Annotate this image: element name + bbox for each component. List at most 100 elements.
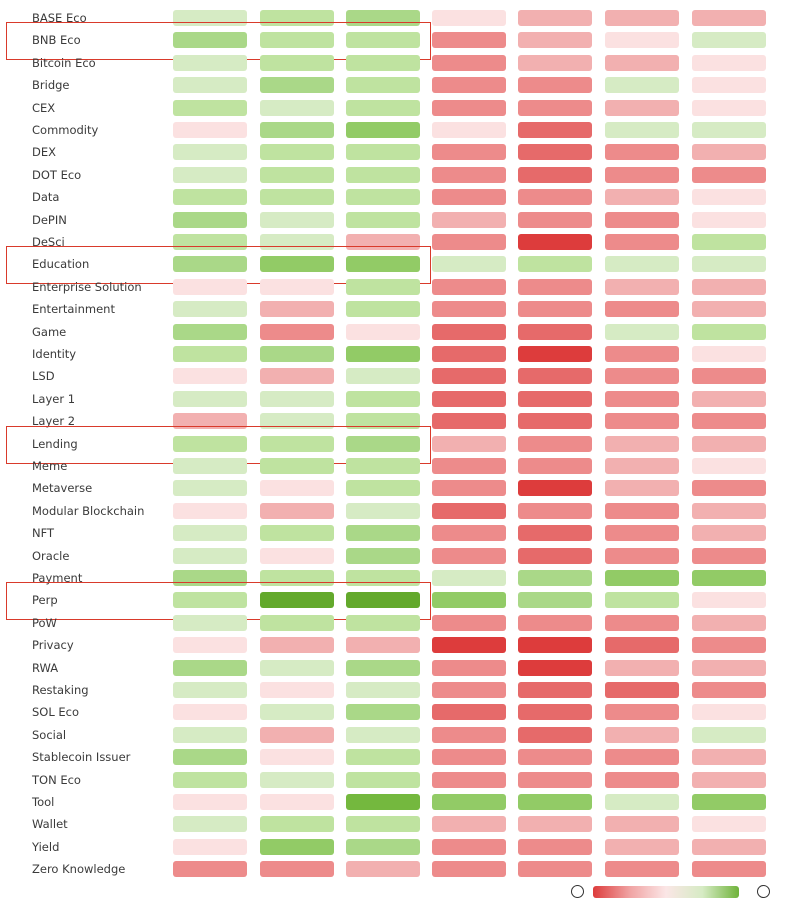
heatmap-cell[interactable]	[692, 704, 766, 721]
heatmap-cell[interactable]	[432, 659, 506, 676]
heatmap-cell[interactable]	[432, 346, 506, 362]
heatmap-cell[interactable]	[346, 435, 420, 452]
heatmap-cell[interactable]	[173, 861, 247, 878]
heatmap-cell[interactable]	[432, 592, 506, 609]
heatmap-cell[interactable]	[605, 278, 679, 295]
heatmap-cell[interactable]	[518, 346, 592, 362]
heatmap-cell[interactable]	[605, 704, 679, 721]
heatmap-cell[interactable]	[432, 323, 506, 340]
heatmap-cell[interactable]	[173, 435, 247, 452]
heatmap-cell[interactable]	[432, 637, 506, 654]
heatmap-cell[interactable]	[605, 32, 679, 49]
heatmap-cell[interactable]	[346, 77, 420, 94]
heatmap-cell[interactable]	[605, 54, 679, 71]
heatmap-cell[interactable]	[173, 726, 247, 743]
heatmap-cell[interactable]	[605, 480, 679, 497]
heatmap-cell[interactable]	[260, 346, 334, 362]
heatmap-cell[interactable]	[260, 592, 334, 609]
heatmap-cell[interactable]	[346, 637, 420, 654]
heatmap-cell[interactable]	[605, 234, 679, 250]
heatmap-cell[interactable]	[346, 122, 420, 138]
heatmap-cell[interactable]	[692, 99, 766, 116]
heatmap-cell[interactable]	[518, 726, 592, 743]
heatmap-cell[interactable]	[260, 816, 334, 833]
heatmap-cell[interactable]	[605, 547, 679, 564]
heatmap-cell[interactable]	[346, 99, 420, 116]
heatmap-cell[interactable]	[692, 390, 766, 407]
heatmap-cell[interactable]	[432, 189, 506, 206]
heatmap-cell[interactable]	[173, 166, 247, 183]
heatmap-cell[interactable]	[432, 10, 506, 26]
heatmap-cell[interactable]	[605, 659, 679, 676]
heatmap-cell[interactable]	[260, 211, 334, 228]
heatmap-cell[interactable]	[518, 144, 592, 161]
heatmap-cell[interactable]	[260, 682, 334, 698]
heatmap-cell[interactable]	[692, 547, 766, 564]
heatmap-cell[interactable]	[432, 301, 506, 318]
heatmap-cell[interactable]	[346, 570, 420, 586]
heatmap-cell[interactable]	[518, 458, 592, 474]
heatmap-cell[interactable]	[605, 771, 679, 788]
heatmap-cell[interactable]	[432, 77, 506, 94]
heatmap-cell[interactable]	[173, 122, 247, 138]
heatmap-cell[interactable]	[346, 525, 420, 542]
heatmap-cell[interactable]	[692, 570, 766, 586]
heatmap-cell[interactable]	[260, 54, 334, 71]
heatmap-cell[interactable]	[518, 211, 592, 228]
heatmap-cell[interactable]	[346, 749, 420, 766]
heatmap-cell[interactable]	[346, 502, 420, 519]
heatmap-cell[interactable]	[346, 278, 420, 295]
heatmap-cell[interactable]	[692, 525, 766, 542]
heatmap-cell[interactable]	[605, 301, 679, 318]
heatmap-cell[interactable]	[692, 659, 766, 676]
heatmap-cell[interactable]	[346, 211, 420, 228]
heatmap-cell[interactable]	[432, 99, 506, 116]
heatmap-cell[interactable]	[173, 682, 247, 698]
heatmap-cell[interactable]	[692, 189, 766, 206]
heatmap-cell[interactable]	[605, 144, 679, 161]
heatmap-cell[interactable]	[173, 816, 247, 833]
heatmap-cell[interactable]	[173, 390, 247, 407]
heatmap-cell[interactable]	[605, 189, 679, 206]
heatmap-cell[interactable]	[605, 816, 679, 833]
heatmap-cell[interactable]	[173, 278, 247, 295]
heatmap-cell[interactable]	[346, 10, 420, 26]
heatmap-cell[interactable]	[518, 525, 592, 542]
heatmap-cell[interactable]	[346, 704, 420, 721]
heatmap-cell[interactable]	[518, 816, 592, 833]
heatmap-cell[interactable]	[692, 435, 766, 452]
heatmap-cell[interactable]	[260, 794, 334, 810]
heatmap-cell[interactable]	[260, 771, 334, 788]
heatmap-cell[interactable]	[518, 54, 592, 71]
heatmap-cell[interactable]	[260, 323, 334, 340]
heatmap-cell[interactable]	[432, 502, 506, 519]
heatmap-cell[interactable]	[605, 323, 679, 340]
heatmap-cell[interactable]	[173, 32, 247, 49]
heatmap-cell[interactable]	[692, 256, 766, 273]
heatmap-cell[interactable]	[260, 637, 334, 654]
heatmap-cell[interactable]	[605, 122, 679, 138]
heatmap-cell[interactable]	[692, 278, 766, 295]
heatmap-cell[interactable]	[692, 458, 766, 474]
heatmap-cell[interactable]	[518, 682, 592, 698]
heatmap-cell[interactable]	[173, 480, 247, 497]
heatmap-cell[interactable]	[346, 189, 420, 206]
heatmap-cell[interactable]	[260, 547, 334, 564]
heatmap-cell[interactable]	[173, 592, 247, 609]
heatmap-cell[interactable]	[605, 346, 679, 362]
heatmap-cell[interactable]	[432, 570, 506, 586]
heatmap-cell[interactable]	[173, 458, 247, 474]
heatmap-cell[interactable]	[346, 346, 420, 362]
heatmap-cell[interactable]	[518, 547, 592, 564]
heatmap-cell[interactable]	[346, 592, 420, 609]
heatmap-cell[interactable]	[260, 435, 334, 452]
heatmap-cell[interactable]	[346, 614, 420, 631]
heatmap-cell[interactable]	[260, 301, 334, 318]
heatmap-cell[interactable]	[605, 211, 679, 228]
heatmap-cell[interactable]	[605, 413, 679, 430]
heatmap-cell[interactable]	[692, 234, 766, 250]
heatmap-cell[interactable]	[173, 659, 247, 676]
heatmap-cell[interactable]	[173, 502, 247, 519]
heatmap-cell[interactable]	[432, 390, 506, 407]
heatmap-cell[interactable]	[173, 794, 247, 810]
